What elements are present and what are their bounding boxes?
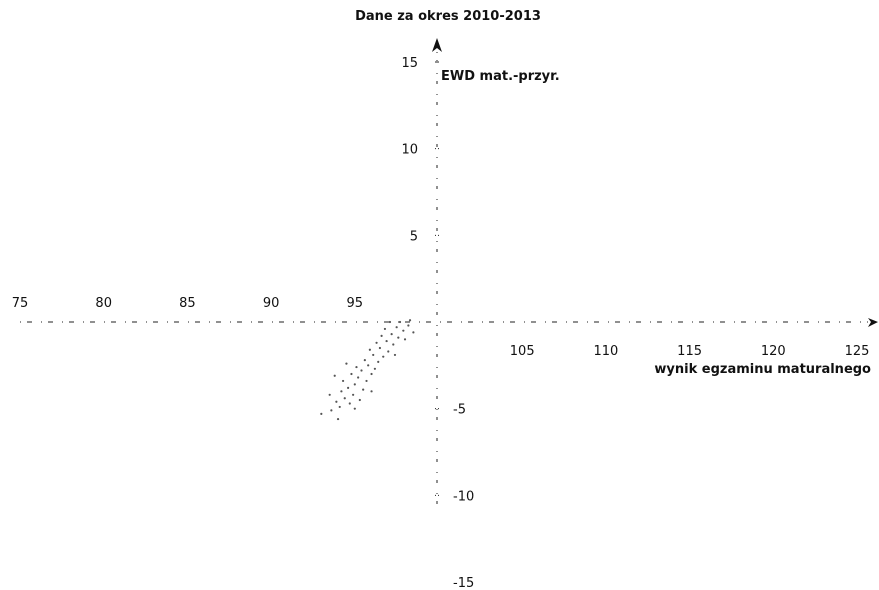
data-point [352, 393, 355, 396]
x-tick-label: 125 [845, 344, 870, 359]
data-point [338, 405, 341, 409]
data-point [353, 383, 356, 386]
data-point [328, 393, 331, 396]
x-tick-label: 90 [263, 296, 280, 311]
data-point [358, 398, 361, 402]
data-point [393, 353, 397, 357]
data-point [343, 397, 346, 400]
data-point [365, 379, 368, 383]
data-point [340, 390, 343, 393]
data-point [350, 372, 353, 376]
data-point [382, 355, 385, 358]
data-point [383, 327, 387, 331]
data-point [378, 346, 382, 350]
data-point [387, 350, 390, 353]
data-point [403, 338, 407, 341]
data-point [355, 365, 358, 369]
x-tick-label: 80 [95, 296, 112, 311]
x-tick-label: 85 [179, 296, 196, 311]
y-tick-label: -15 [453, 576, 474, 590]
data-point [380, 334, 383, 337]
axes [20, 38, 878, 505]
y-tick-label: 15 [401, 56, 418, 71]
data-point [370, 390, 373, 393]
data-point [402, 329, 405, 332]
y-axis-label: EWD mat.-przyr. [441, 69, 560, 84]
data-point [345, 362, 348, 365]
data-point [407, 324, 410, 327]
data-point [348, 402, 351, 405]
y-tick-label: 10 [401, 143, 418, 158]
x-axis-label: wynik egzaminu maturalnego [654, 362, 871, 377]
data-point [373, 367, 376, 370]
data-point [397, 336, 400, 339]
data-point [388, 320, 392, 324]
data-point [367, 364, 370, 367]
x-tick-label: 120 [761, 344, 786, 359]
data-point [336, 417, 340, 421]
data-point [395, 326, 398, 329]
y-tick-label: 5 [410, 229, 418, 244]
data-point [408, 319, 412, 322]
data-point [335, 400, 338, 403]
x-tick-label: 75 [12, 296, 29, 311]
x-tick-label: 110 [593, 344, 618, 359]
data-point [398, 320, 402, 324]
data-point [385, 339, 388, 343]
data-point [370, 372, 373, 376]
data-point [390, 333, 393, 336]
x-axis-arrow [868, 318, 878, 327]
data-point [353, 407, 356, 410]
data-point [333, 374, 336, 377]
data-points [320, 319, 415, 421]
data-point [368, 348, 371, 351]
data-point [360, 369, 363, 372]
chart-title: Dane za okres 2010-2013 [355, 9, 541, 24]
y-tick-label: -10 [453, 489, 474, 504]
data-point [375, 341, 378, 344]
y-axis-arrow [432, 38, 442, 52]
data-point [377, 360, 380, 363]
data-point [392, 343, 395, 346]
y-tick-label: -5 [453, 403, 466, 418]
data-point [341, 379, 345, 383]
data-point [362, 388, 365, 391]
x-tick-label: 105 [510, 344, 535, 359]
data-point [320, 412, 323, 415]
x-tick-label: 95 [347, 296, 364, 311]
data-point [363, 359, 366, 362]
data-point [330, 409, 333, 412]
data-point [347, 386, 350, 389]
data-point [357, 376, 360, 379]
x-tick-label: 115 [677, 344, 702, 359]
data-point [372, 353, 375, 357]
data-point [412, 331, 415, 334]
